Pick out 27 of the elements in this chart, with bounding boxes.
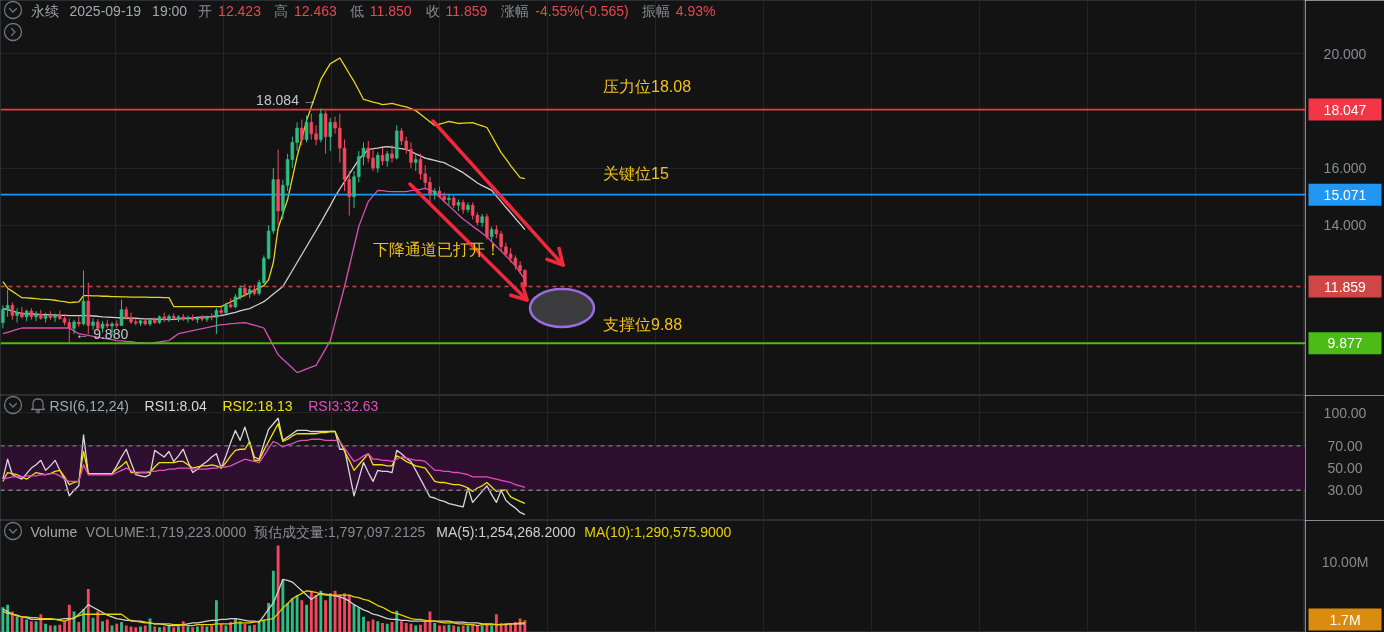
chart-title: RSI(6,12,24): [49, 397, 129, 414]
annotation: 关键位15: [603, 164, 669, 182]
ref-line-label: 15.071: [1323, 186, 1367, 203]
text: RSI1:8.04: [144, 397, 208, 414]
text: MA(10):1,290,575.9000: [584, 523, 732, 540]
annotation: 支撑位9.88: [603, 315, 683, 333]
text: MA(5):1,254,268.2000: [436, 523, 576, 540]
y-tick-label: 70.00: [1327, 437, 1363, 454]
y-tick-label: 20.000: [1323, 45, 1367, 62]
chart-title: 永续 2025-09-19 19:00 开 12.423 高 12.463 低 11.850 收 11.859 涨幅 -4.55%(-0.565) 振幅 4.93%: [30, 2, 716, 19]
ref-line-label: 9.877: [1327, 335, 1363, 352]
y-tick-label: 14.000: [1323, 217, 1367, 234]
y-tick-label: 50.00: [1327, 460, 1363, 477]
ref-line-label: 11.859: [1324, 278, 1367, 295]
annotation: 压力位18.08: [603, 77, 692, 95]
text: VOLUME:1,719,223.0000: [85, 523, 247, 540]
chart-title: Volume: [30, 523, 78, 540]
y-tick-label: 100.00: [1323, 404, 1367, 421]
series-label: RSI3:32.63: [308, 397, 379, 414]
ref-line-label: 18.047: [1323, 101, 1367, 118]
text: 1.7M: [1329, 611, 1361, 628]
series-label: RSI2:18.13: [222, 397, 293, 414]
annotation: ← 9.880: [75, 326, 129, 343]
y-tick-label: 30.00: [1327, 482, 1363, 499]
text: 10.00M: [1321, 553, 1369, 570]
text: 预估成交量:1,797,097.2125: [254, 523, 426, 540]
y-tick-label: 16.000: [1323, 160, 1367, 177]
